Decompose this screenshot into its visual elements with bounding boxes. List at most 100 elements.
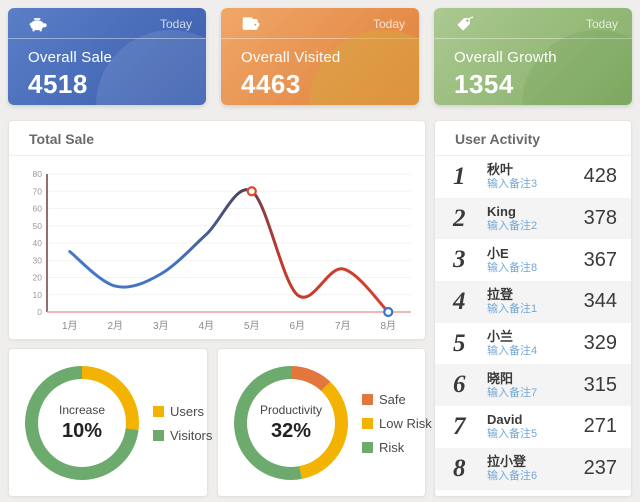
user-info: 秋叶 输入备注3: [483, 162, 584, 191]
rank-number: 3: [453, 246, 466, 274]
user-info: 晓阳 输入备注7: [483, 371, 584, 400]
user-activity-list: 1 秋叶 输入备注3 428 2 King 输入备注2 378 3 小E 输入备…: [435, 156, 631, 490]
legend-swatch: [153, 429, 164, 441]
legend-item[interactable]: Risk: [362, 440, 432, 455]
svg-text:50: 50: [33, 221, 43, 231]
legend-label: Safe: [379, 391, 406, 407]
card-header: Today: [8, 8, 206, 39]
legend-swatch: [362, 441, 373, 453]
rank-number: 2: [453, 204, 466, 232]
user-info: 小兰 输入备注4: [483, 329, 584, 358]
productivity-donut-legend: Safe Low Risk Risk: [362, 392, 432, 455]
overall-visited-card: Today Overall Visited 4463: [221, 8, 419, 105]
increase-donut-panel: Increase 10% Users Visitors: [8, 348, 212, 497]
user-activity-row[interactable]: 6 晓阳 输入备注7 315: [435, 364, 631, 407]
svg-text:7月: 7月: [335, 320, 351, 332]
total-sale-title: Total Sale: [9, 121, 425, 156]
user-activity-row[interactable]: 8 拉小登 输入备注6 237: [435, 447, 631, 490]
legend-item[interactable]: Users: [153, 404, 212, 419]
legend-label: Low Risk: [379, 415, 432, 431]
card-title: Overall Growth: [454, 49, 557, 66]
donut-center-value: 10%: [61, 420, 103, 442]
overall-sale-card: Today Overall Sale 4518: [8, 8, 206, 105]
card-value: 4518: [28, 69, 88, 99]
user-activity-panel: User Activity 1 秋叶 输入备注3 428 2 King 输入备注…: [434, 120, 632, 497]
svg-text:40: 40: [33, 238, 43, 248]
card-header: Today: [221, 8, 419, 39]
wallet-icon: [242, 17, 260, 30]
legend-item[interactable]: Visitors: [153, 428, 212, 443]
user-activity-row[interactable]: 5 小兰 输入备注4 329: [435, 323, 631, 365]
rank-number: 8: [453, 454, 466, 482]
increase-donut-chart[interactable]: Increase 10%: [25, 366, 139, 480]
card-body: Overall Growth 1354: [434, 39, 632, 100]
donut-center-value: 32%: [270, 420, 312, 442]
user-activity-row[interactable]: 4 拉登 输入备注1 344: [435, 281, 631, 323]
user-activity-row[interactable]: 1 秋叶 输入备注3 428: [435, 156, 631, 198]
rank-number: 4: [453, 287, 466, 315]
user-info: David 输入备注5: [483, 412, 584, 441]
svg-text:3月: 3月: [153, 320, 169, 332]
donut-center: Productivity 32%: [247, 379, 335, 467]
card-title: Overall Visited: [241, 49, 341, 66]
svg-text:20: 20: [33, 273, 43, 283]
user-name: 拉登: [487, 287, 514, 303]
user-note[interactable]: 输入备注4: [487, 345, 538, 358]
svg-text:6月: 6月: [289, 320, 305, 332]
user-note[interactable]: 输入备注6: [487, 470, 538, 483]
user-name: 秋叶: [487, 162, 514, 178]
donut-center: Increase 10%: [38, 379, 126, 467]
user-name: 晓阳: [487, 370, 514, 386]
user-note[interactable]: 输入备注8: [487, 261, 538, 274]
legend-swatch: [362, 393, 373, 405]
legend-label: Users: [170, 403, 204, 419]
rank-number: 7: [453, 412, 466, 440]
svg-text:70: 70: [33, 186, 43, 196]
svg-text:10: 10: [33, 290, 43, 300]
card-period-label: Today: [372, 17, 405, 31]
tag-icon: [457, 16, 474, 31]
rank-number: 5: [453, 329, 466, 357]
user-value: 428: [583, 165, 617, 188]
user-note[interactable]: 输入备注2: [487, 220, 538, 233]
productivity-donut-chart[interactable]: Productivity 32%: [234, 366, 348, 480]
rank-number: 1: [453, 162, 466, 190]
user-activity-row[interactable]: 2 King 输入备注2 378: [435, 197, 631, 240]
user-value: 378: [583, 207, 617, 230]
user-name: King: [487, 204, 516, 220]
total-sale-panel: Total Sale 0 10 20 30 40 50 60 70 80 1月 2月 3月 4月 5月 6月…: [8, 120, 426, 340]
overall-growth-card: Today Overall Growth 1354: [434, 8, 632, 105]
card-period-label: Today: [585, 17, 618, 31]
legend-label: Visitors: [170, 427, 213, 443]
user-name: David: [487, 412, 523, 428]
increase-donut-legend: Users Visitors: [153, 404, 212, 443]
user-note[interactable]: 输入备注7: [487, 386, 538, 399]
user-note[interactable]: 输入备注3: [487, 178, 538, 191]
user-value: 315: [583, 373, 617, 396]
user-name: 拉小登: [487, 454, 527, 470]
legend-swatch: [153, 405, 164, 417]
donut-center-label: Productivity: [259, 403, 323, 417]
card-value: 1354: [454, 69, 514, 99]
user-value: 329: [583, 332, 617, 355]
svg-text:1月: 1月: [62, 320, 78, 332]
user-value: 271: [583, 415, 617, 438]
rank-number: 6: [453, 371, 466, 399]
total-sale-line-chart[interactable]: 0 10 20 30 40 50 60 70 80 1月 2月 3月 4月 5月 6月 7月 8月: [9, 156, 425, 343]
svg-text:4月: 4月: [198, 320, 214, 332]
user-activity-row[interactable]: 3 小E 输入备注8 367: [435, 239, 631, 281]
legend-item[interactable]: Safe: [362, 392, 432, 407]
user-value: 237: [583, 457, 617, 480]
user-value: 367: [583, 248, 617, 271]
user-name: 小E: [487, 245, 509, 261]
legend-item[interactable]: Low Risk: [362, 416, 432, 431]
card-title: Overall Sale: [28, 49, 113, 66]
user-activity-row[interactable]: 7 David 输入备注5 271: [435, 406, 631, 448]
card-body: Overall Visited 4463: [221, 39, 419, 100]
user-note[interactable]: 输入备注1: [487, 303, 538, 316]
user-info: King 输入备注2: [483, 204, 584, 233]
user-note[interactable]: 输入备注5: [487, 428, 538, 441]
user-info: 拉登 输入备注1: [483, 287, 584, 316]
piggy-bank-icon: [29, 18, 47, 32]
